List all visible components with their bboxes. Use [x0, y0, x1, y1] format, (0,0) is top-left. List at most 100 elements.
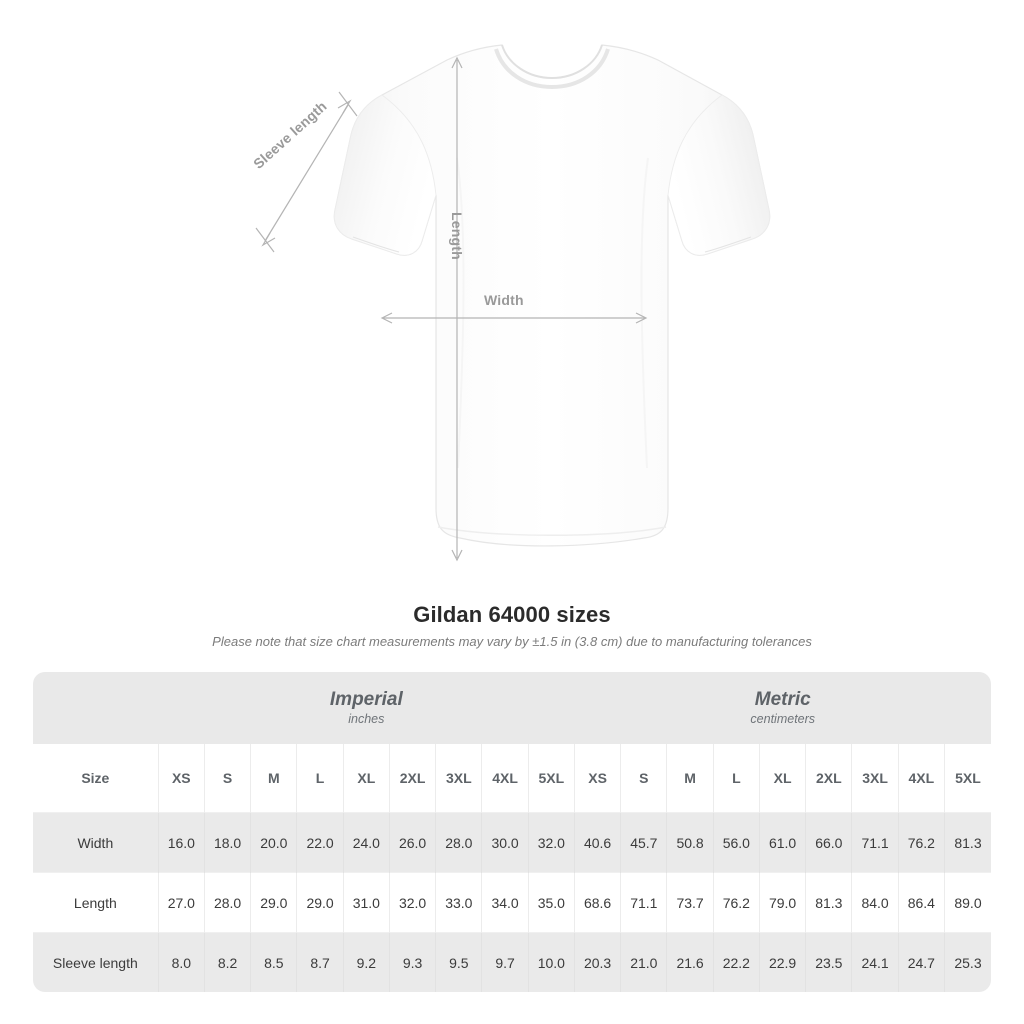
t-shirt-illustration — [255, 44, 771, 562]
length-dimension-label: Length — [449, 212, 465, 260]
size-chart-table-wrapper: Imperial inches Metric centimeters Size XS S M L… — [33, 672, 991, 992]
width-dimension-label: Width — [484, 292, 524, 308]
cell-imperial-width-l: 22.0 — [296, 812, 344, 873]
shirt-body-shape — [333, 44, 771, 547]
cell-metric-sleeve-length-2xl: 23.5 — [805, 932, 853, 992]
size-column-header-metric-xl: XL — [759, 744, 807, 813]
size-column-header-metric-5xl: 5XL — [944, 744, 991, 813]
measurement-row-label-length: Length — [33, 872, 159, 933]
cell-metric-length-3xl: 84.0 — [851, 872, 899, 933]
cell-metric-sleeve-length-3xl: 24.1 — [851, 932, 899, 992]
cell-imperial-width-4xl: 30.0 — [481, 812, 529, 873]
cell-imperial-width-5xl: 32.0 — [528, 812, 575, 873]
cell-imperial-sleeve-length-3xl: 9.5 — [435, 932, 483, 992]
measurement-row-label-sleeve-length: Sleeve length — [33, 932, 159, 992]
cell-metric-length-5xl: 89.0 — [944, 872, 991, 933]
cell-imperial-width-xl: 24.0 — [343, 812, 390, 873]
unit-group-header-metric: Metric centimeters — [574, 672, 991, 744]
cell-metric-sleeve-length-5xl: 25.3 — [944, 932, 991, 992]
cell-imperial-sleeve-length-5xl: 10.0 — [528, 932, 575, 992]
cell-metric-width-xs: 40.6 — [574, 812, 622, 873]
measurement-arrows — [255, 56, 648, 562]
cell-metric-width-l: 56.0 — [713, 812, 760, 873]
cell-imperial-length-l: 29.0 — [296, 872, 344, 933]
size-column-header-imperial-5xl: 5XL — [528, 744, 575, 813]
cell-imperial-length-m: 29.0 — [250, 872, 298, 933]
cell-metric-sleeve-length-xl: 22.9 — [759, 932, 807, 992]
size-column-header-imperial-xl: XL — [343, 744, 390, 813]
size-chart-table: Imperial inches Metric centimeters Size XS S M L… — [33, 672, 991, 992]
cell-imperial-width-xs: 16.0 — [158, 812, 205, 873]
size-header-label: Size — [33, 744, 159, 813]
cell-imperial-sleeve-length-2xl: 9.3 — [389, 932, 437, 992]
cell-metric-width-2xl: 66.0 — [805, 812, 853, 873]
tolerance-note: Please note that size chart measurements… — [212, 634, 812, 649]
unit-group-subtitle: inches — [348, 712, 385, 727]
cell-imperial-length-xs: 27.0 — [158, 872, 205, 933]
measurement-row-label-width: Width — [33, 812, 159, 873]
size-column-header-metric-m: M — [666, 744, 714, 813]
cell-metric-sleeve-length-4xl: 24.7 — [898, 932, 945, 992]
size-column-header-metric-3xl: 3XL — [851, 744, 899, 813]
cell-imperial-length-s: 28.0 — [204, 872, 252, 933]
width-arrow — [380, 312, 648, 324]
size-column-header-metric-s: S — [620, 744, 668, 813]
table-row: Width 16.0 18.0 20.0 22.0 24.0 26.0 28.0 30.0 32.… — [33, 812, 991, 873]
size-column-header-metric-4xl: 4XL — [898, 744, 945, 813]
cell-imperial-width-m: 20.0 — [250, 812, 298, 873]
cell-imperial-length-5xl: 35.0 — [528, 872, 575, 933]
cell-imperial-sleeve-length-m: 8.5 — [250, 932, 298, 992]
cell-metric-width-s: 45.7 — [620, 812, 668, 873]
unit-group-subtitle: centimeters — [750, 712, 816, 727]
cell-imperial-width-3xl: 28.0 — [435, 812, 483, 873]
product-image-area: Sleeve length Length Width — [250, 44, 771, 562]
unit-group-header-imperial: Imperial inches — [158, 672, 575, 744]
table-row: Length 27.0 28.0 29.0 29.0 31.0 32.0 33.0 34.0 35… — [33, 872, 991, 933]
cell-metric-width-3xl: 71.1 — [851, 812, 899, 873]
cell-metric-sleeve-length-m: 21.6 — [666, 932, 714, 992]
cell-imperial-sleeve-length-xs: 8.0 — [158, 932, 205, 992]
cell-metric-length-xs: 68.6 — [574, 872, 622, 933]
size-column-header-metric-xs: XS — [574, 744, 622, 813]
size-column-header-imperial-3xl: 3XL — [435, 744, 483, 813]
cell-imperial-length-3xl: 33.0 — [435, 872, 483, 933]
cell-imperial-sleeve-length-s: 8.2 — [204, 932, 252, 992]
sleeve-length-arrow — [255, 91, 358, 253]
cell-imperial-sleeve-length-xl: 9.2 — [343, 932, 390, 992]
unit-group-title: Metric — [754, 688, 811, 710]
size-column-header-imperial-xs: XS — [158, 744, 205, 813]
size-column-header-metric-2xl: 2XL — [805, 744, 853, 813]
cell-metric-width-5xl: 81.3 — [944, 812, 991, 873]
size-column-header-imperial-m: M — [250, 744, 298, 813]
cell-metric-width-m: 50.8 — [666, 812, 714, 873]
size-column-header-metric-l: L — [713, 744, 760, 813]
cell-metric-length-xl: 79.0 — [759, 872, 807, 933]
cell-metric-sleeve-length-xs: 20.3 — [574, 932, 622, 992]
group-header-spacer — [33, 672, 159, 744]
size-column-header-imperial-s: S — [204, 744, 252, 813]
size-header-row: Size XS S M L XL 2XL 3XL 4XL 5XL XS S M L XL 2XL 3XL 4XL 5… — [33, 744, 991, 813]
cell-metric-sleeve-length-s: 21.0 — [620, 932, 668, 992]
cell-metric-length-s: 71.1 — [620, 872, 668, 933]
cell-metric-width-4xl: 76.2 — [898, 812, 945, 873]
cell-metric-length-m: 73.7 — [666, 872, 714, 933]
cell-imperial-sleeve-length-4xl: 9.7 — [481, 932, 529, 992]
size-column-header-imperial-l: L — [296, 744, 344, 813]
size-column-header-imperial-2xl: 2XL — [389, 744, 437, 813]
size-column-header-imperial-4xl: 4XL — [481, 744, 529, 813]
cell-metric-sleeve-length-l: 22.2 — [713, 932, 760, 992]
length-arrow — [451, 56, 463, 562]
cell-imperial-width-2xl: 26.0 — [389, 812, 437, 873]
cell-imperial-length-4xl: 34.0 — [481, 872, 529, 933]
page-title: Gildan 64000 sizes — [413, 602, 611, 627]
cell-metric-length-l: 76.2 — [713, 872, 760, 933]
cell-metric-length-2xl: 81.3 — [805, 872, 853, 933]
cell-metric-length-4xl: 86.4 — [898, 872, 945, 933]
cell-imperial-sleeve-length-l: 8.7 — [296, 932, 344, 992]
cell-imperial-length-2xl: 32.0 — [389, 872, 437, 933]
table-row: Sleeve length 8.0 8.2 8.5 8.7 9.2 9.3 9.5 9.7 10.… — [33, 932, 991, 992]
cell-imperial-length-xl: 31.0 — [343, 872, 390, 933]
unit-group-header-row: Imperial inches Metric centimeters — [33, 672, 991, 744]
cell-metric-width-xl: 61.0 — [759, 812, 807, 873]
